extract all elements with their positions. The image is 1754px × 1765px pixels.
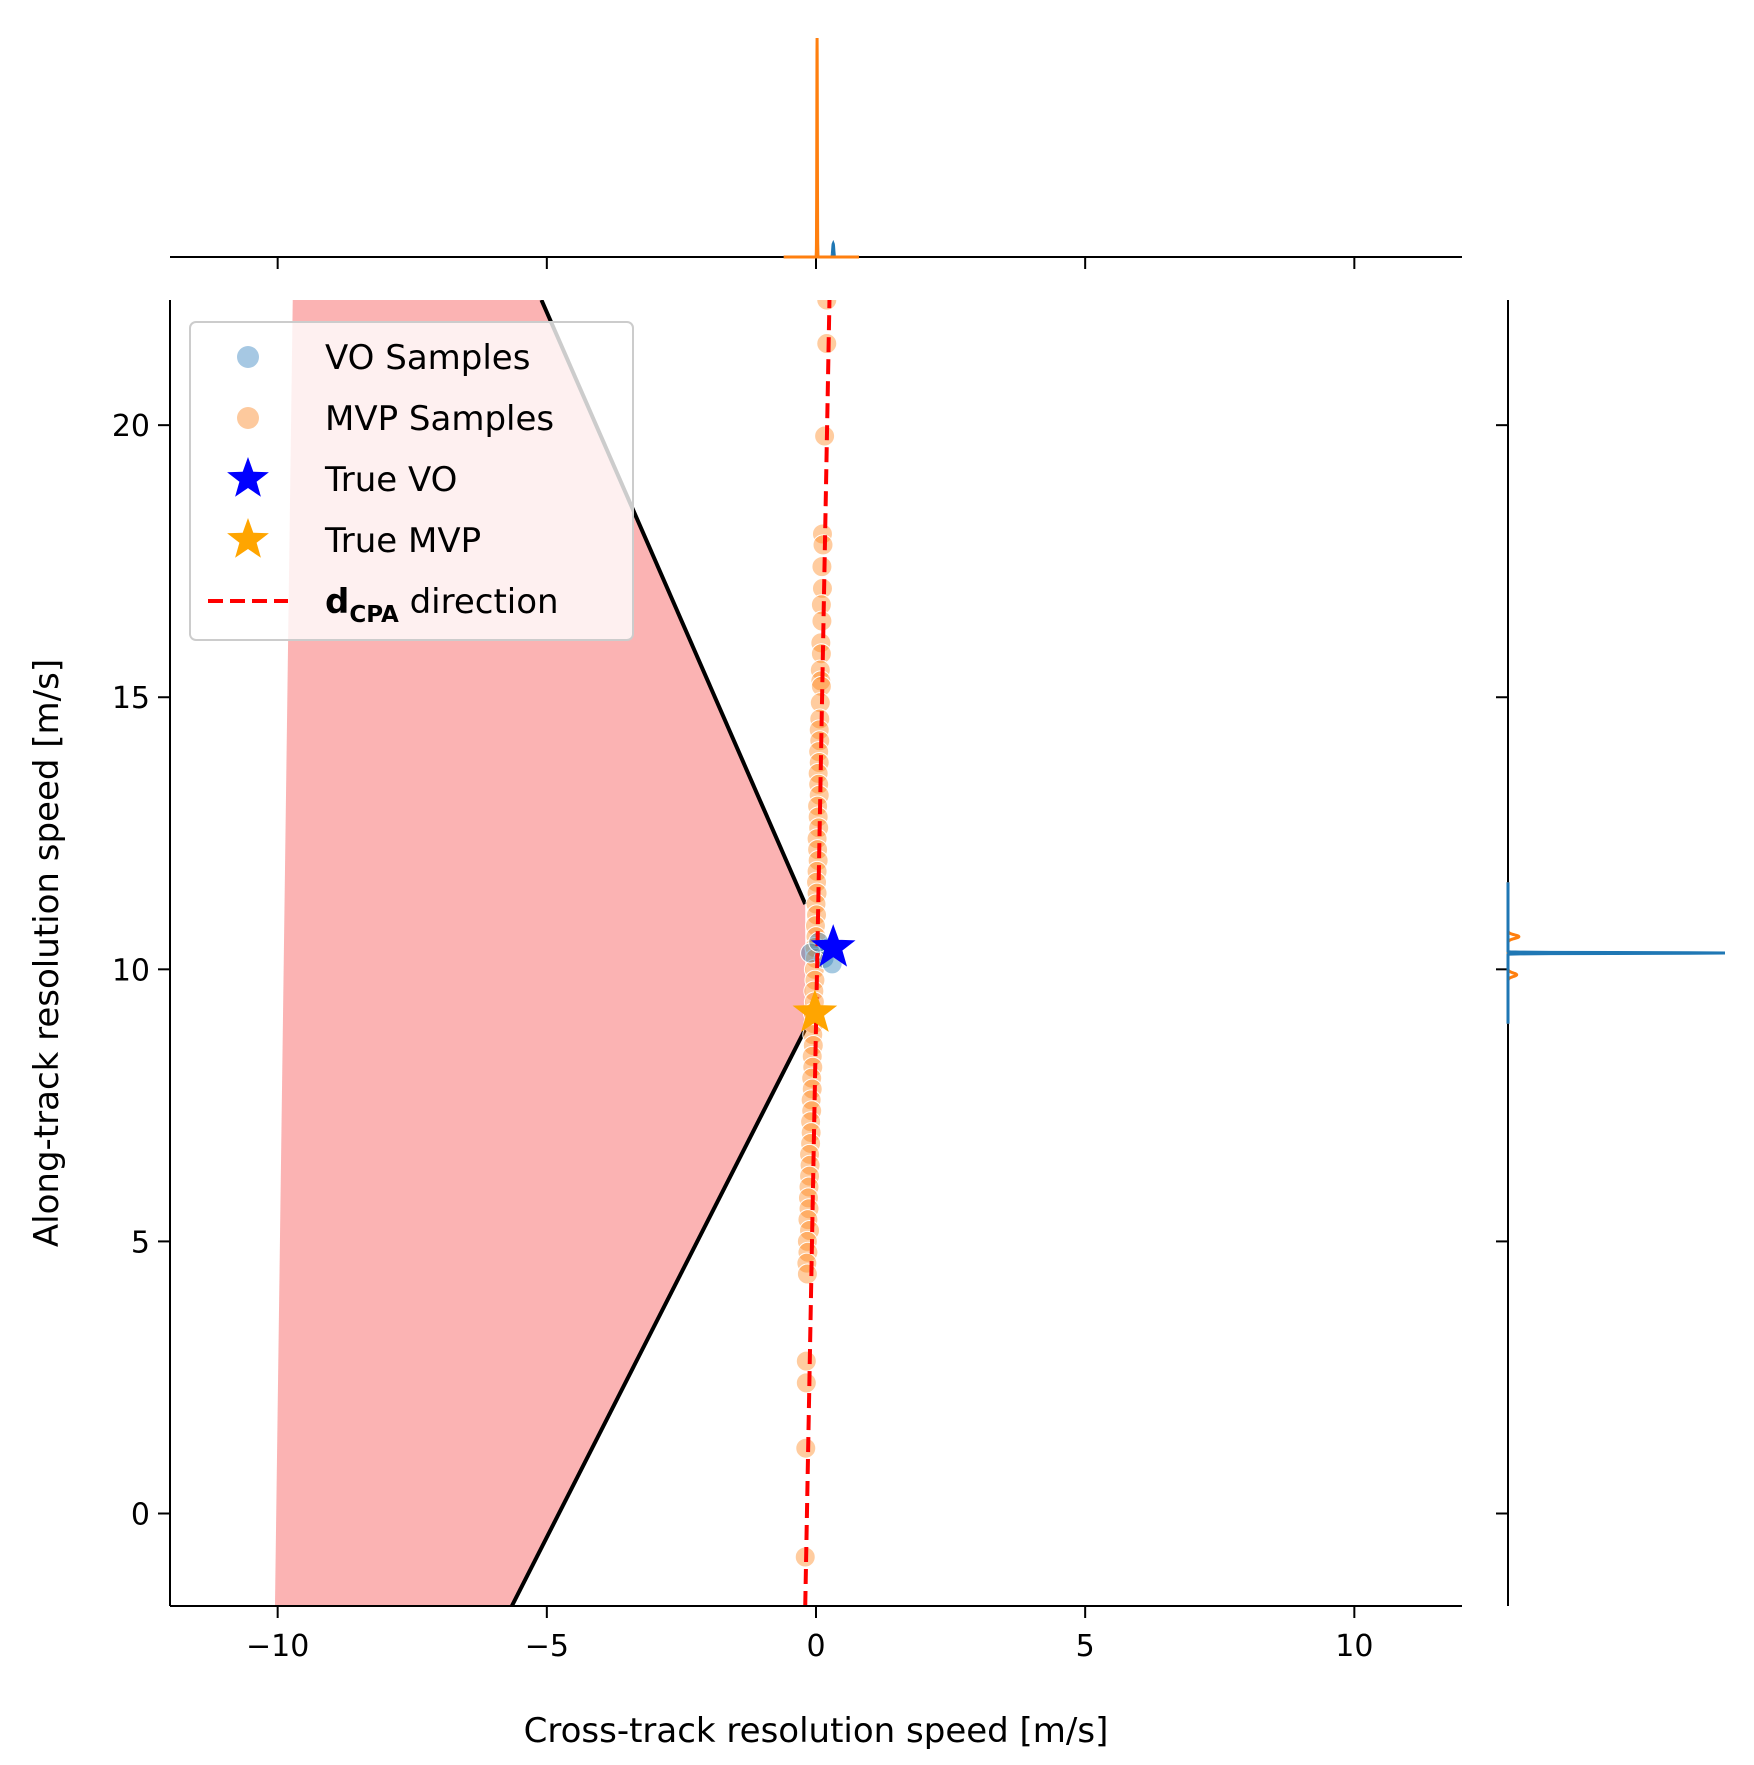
y-tick-label: 5 — [131, 1225, 150, 1260]
mvp-sample-point — [799, 1220, 821, 1242]
mvp-sample-point — [810, 594, 832, 616]
legend-item-true-mvp: True MVP — [227, 518, 481, 561]
x-axis-ticks: −10 −5 0 5 10 — [246, 1606, 1373, 1664]
legend-box — [189, 321, 634, 641]
vo-x-density-curve — [783, 206, 859, 259]
x-tick-label: −5 — [525, 1629, 569, 1664]
mvp-sample-point — [796, 1263, 818, 1285]
mvp-sample-point — [795, 1372, 817, 1394]
vo-boundary-edge — [510, 1028, 808, 1606]
mvp-sample-point — [801, 1078, 823, 1100]
legend-label: True MVP — [324, 521, 481, 561]
legend-label: dCPA direction — [325, 582, 559, 628]
mvp-sample-point — [801, 1100, 823, 1122]
x-tick-label: −10 — [246, 1629, 309, 1664]
mvp-sample-point — [808, 719, 830, 741]
mvp-sample-point — [809, 659, 831, 681]
mvp-sample-point — [810, 632, 832, 654]
legend-label: VO Samples — [325, 338, 530, 378]
mvp-sample-point — [811, 523, 833, 545]
mvp-sample-point — [807, 762, 829, 784]
legend-item-mvp-samples: MVP Samples — [237, 399, 554, 439]
mvp-sample-point — [805, 893, 827, 915]
mvp-sample-point — [808, 741, 830, 763]
y-tick-label: 20 — [112, 409, 150, 444]
legend-star-marker — [227, 457, 269, 497]
legend-label: True VO — [324, 460, 457, 500]
mvp-sample-point — [795, 1350, 817, 1372]
x-tick-label: 0 — [806, 1629, 825, 1664]
dcpa-direction-line — [803, 300, 832, 1606]
legend-label: MVP Samples — [325, 399, 554, 439]
true-vo-star — [810, 924, 856, 967]
legend-star-marker — [227, 518, 269, 558]
mvp-sample-point — [811, 556, 833, 578]
x-tick-label: 5 — [1076, 1629, 1095, 1664]
mvp-sample-point — [807, 795, 829, 817]
legend-item-true-vo: True VO — [227, 457, 457, 500]
legend-marker — [237, 346, 259, 368]
y-axis-ticks: 0 5 10 15 20 — [112, 409, 170, 1532]
mvp-sample-point — [804, 915, 826, 937]
true-mvp-star — [792, 989, 838, 1032]
mvp-sample-point — [800, 1122, 822, 1144]
mvp-x-density-curve — [783, 37, 859, 259]
y-tick-label: 10 — [112, 953, 150, 988]
mvp-sample-point — [806, 828, 828, 850]
y-axis-label: Along-track resolution speed [m/s] — [27, 659, 67, 1247]
mvp-sample-point — [802, 1056, 824, 1078]
x-axis-label: Cross-track resolution speed [m/s] — [524, 1711, 1109, 1751]
mvp-sample-point — [816, 300, 838, 311]
y-tick-label: 0 — [131, 1497, 150, 1532]
top-marginal-density — [170, 37, 1462, 269]
right-marginal-density — [1496, 300, 1726, 1606]
vo-y-density-curve — [1506, 882, 1726, 1024]
legend-marker — [237, 407, 259, 429]
legend: VO Samples MVP Samples True VO True MVP dCPA… — [189, 321, 634, 641]
y-tick-label: 15 — [112, 681, 150, 716]
mvp-sample-point — [795, 1437, 817, 1459]
legend-item-vo-samples: VO Samples — [237, 338, 530, 378]
mvp-sample-point — [814, 425, 836, 447]
legend-item-dcpa-direction: dCPA direction — [208, 582, 559, 628]
x-tick-label: 10 — [1335, 1629, 1373, 1664]
mvp-sample-point — [802, 1035, 824, 1057]
